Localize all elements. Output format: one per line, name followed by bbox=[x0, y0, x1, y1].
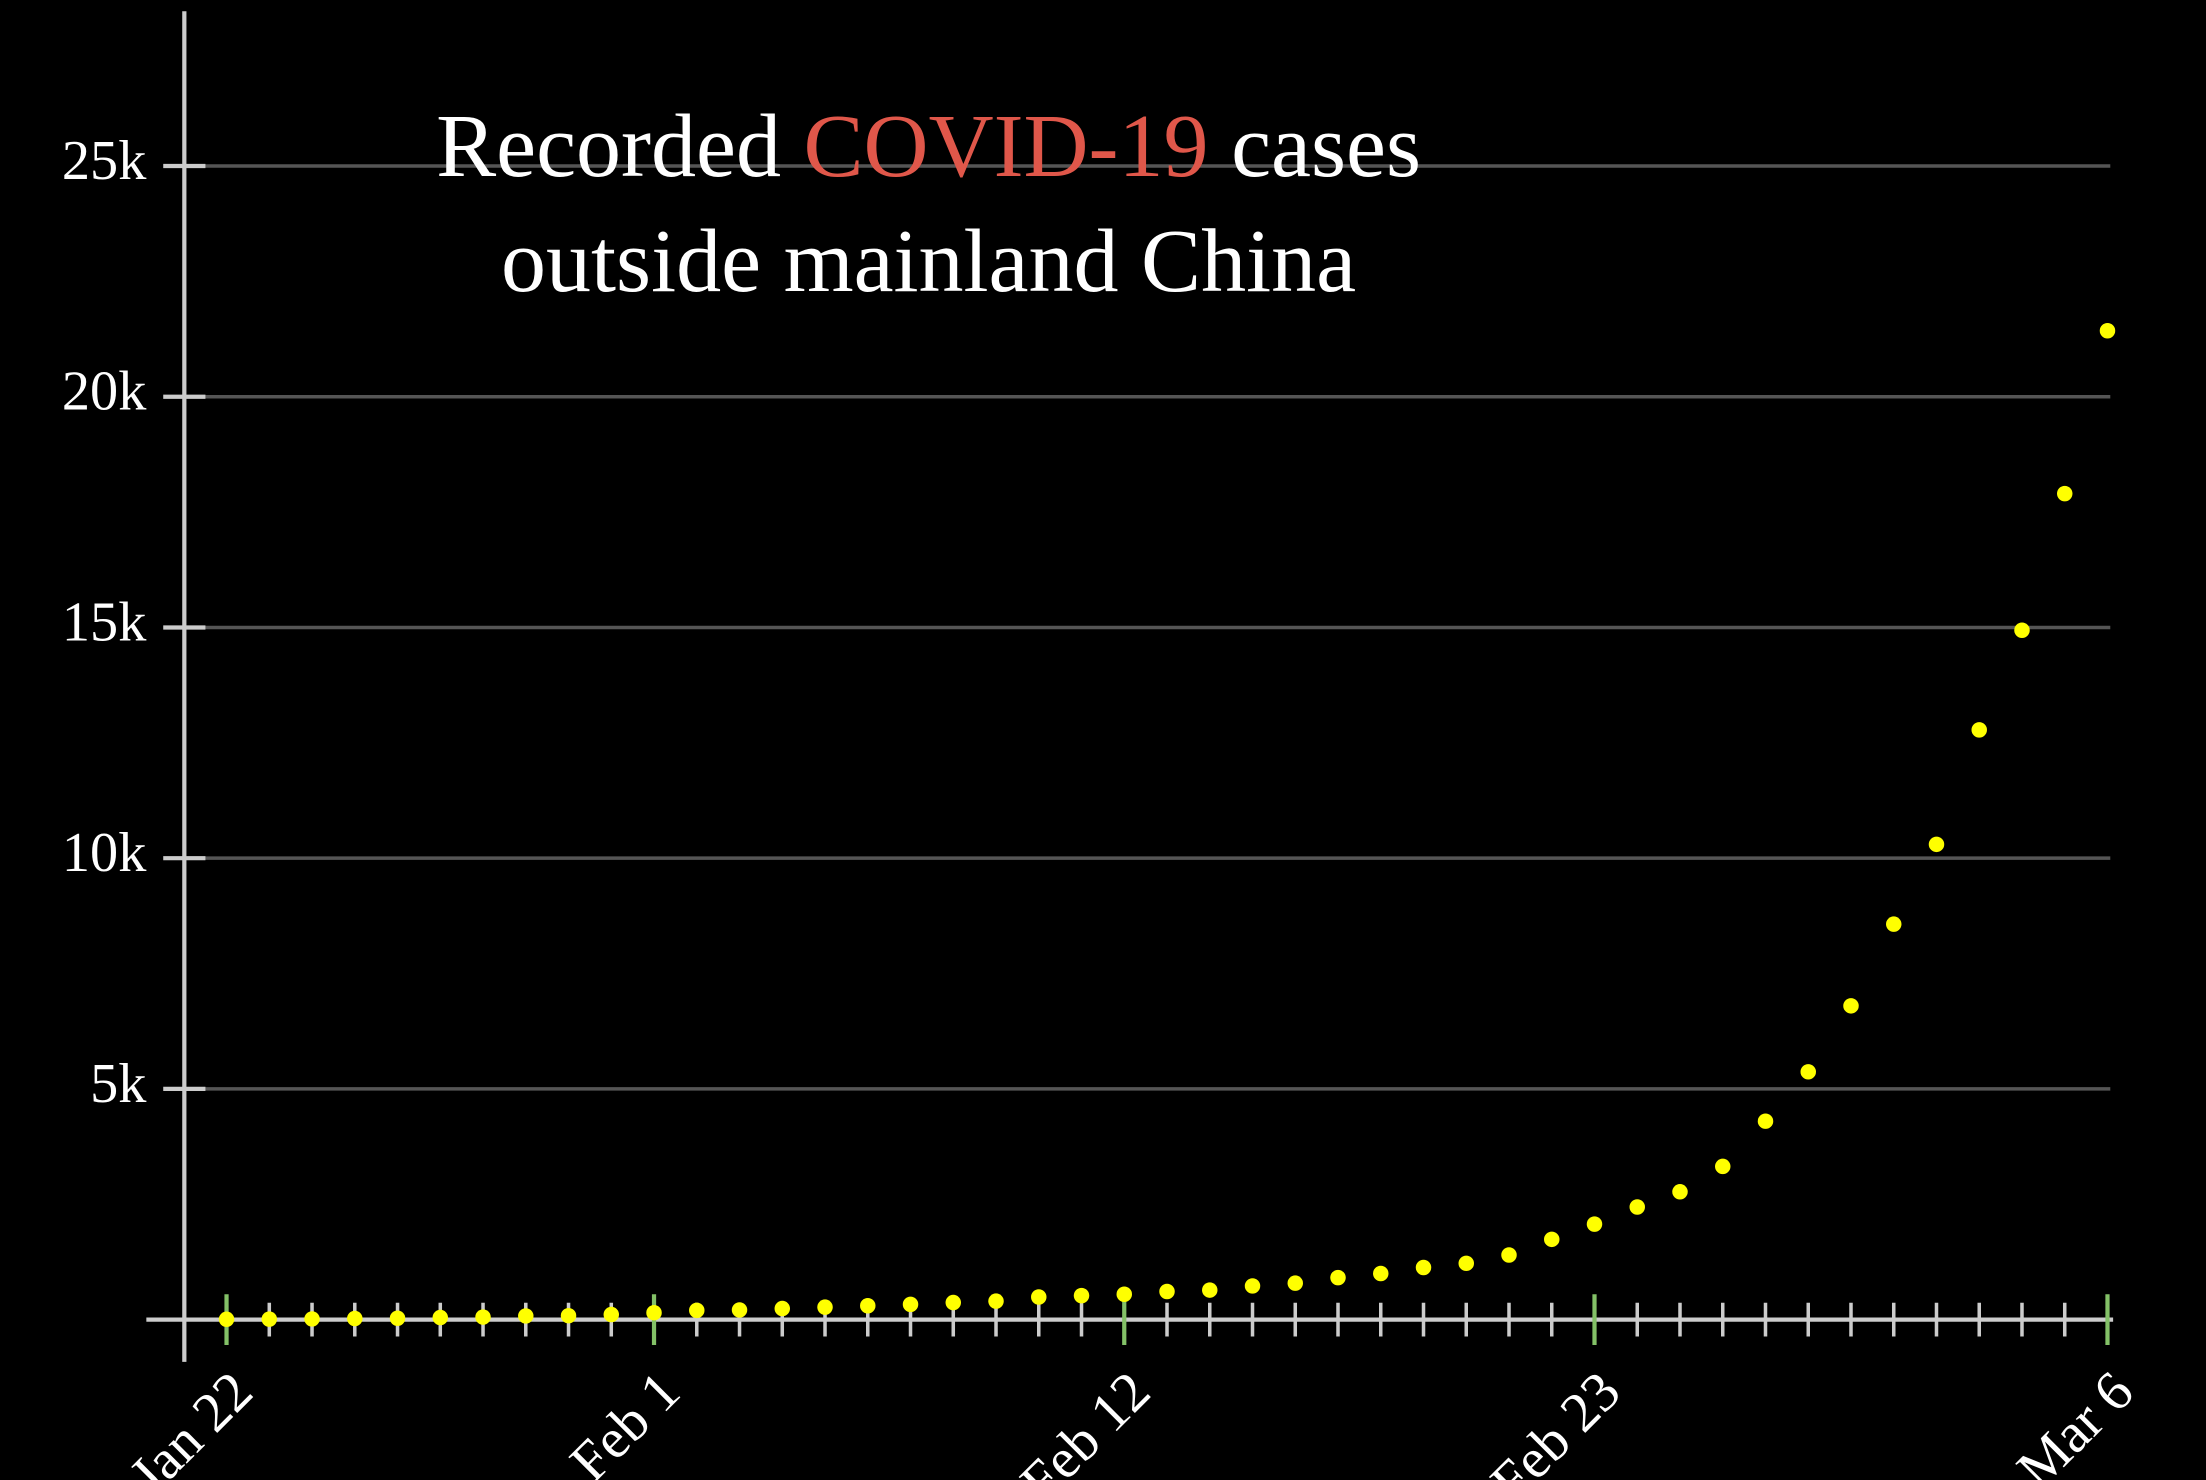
point bbox=[1544, 1231, 1560, 1248]
y-tick-label: 20k bbox=[62, 361, 147, 423]
point bbox=[1800, 1064, 1816, 1080]
point bbox=[1672, 1184, 1688, 1200]
point bbox=[475, 1309, 491, 1325]
point bbox=[389, 1310, 406, 1326]
point bbox=[603, 1306, 620, 1323]
point bbox=[1373, 1265, 1389, 1282]
point bbox=[518, 1308, 534, 1324]
point bbox=[1586, 1216, 1603, 1232]
point bbox=[1159, 1283, 1175, 1300]
title-line-1: Recorded COVID-19 cases bbox=[436, 97, 1421, 196]
point bbox=[1715, 1158, 1731, 1175]
point bbox=[1116, 1286, 1133, 1302]
point bbox=[945, 1294, 962, 1311]
title-word: Recorded bbox=[436, 97, 781, 196]
point bbox=[2014, 622, 2030, 638]
point bbox=[347, 1310, 363, 1327]
point bbox=[1202, 1282, 1218, 1298]
point bbox=[1928, 836, 1945, 853]
point bbox=[689, 1302, 705, 1319]
point bbox=[1073, 1287, 1090, 1304]
point bbox=[988, 1293, 1004, 1309]
title-highlight: COVID-19 bbox=[804, 97, 1209, 196]
point bbox=[817, 1299, 833, 1315]
point bbox=[1629, 1199, 1645, 1215]
point bbox=[1757, 1113, 1774, 1129]
point bbox=[304, 1311, 320, 1327]
point bbox=[1501, 1247, 1517, 1263]
point bbox=[731, 1302, 748, 1318]
point bbox=[218, 1311, 235, 1328]
point bbox=[1843, 998, 1859, 1014]
y-tick-label: 15k bbox=[62, 591, 147, 653]
point bbox=[1330, 1269, 1346, 1286]
title-line-2: outside mainland China bbox=[501, 212, 1356, 311]
point bbox=[560, 1307, 577, 1324]
point bbox=[1244, 1278, 1261, 1294]
point bbox=[1287, 1275, 1303, 1291]
title-word: cases bbox=[1231, 97, 1421, 196]
point bbox=[774, 1300, 791, 1317]
point bbox=[2099, 323, 2116, 339]
point bbox=[2057, 485, 2073, 502]
point bbox=[1031, 1289, 1047, 1305]
point bbox=[1415, 1259, 1432, 1276]
y-tick-label: 5k bbox=[90, 1053, 147, 1115]
point bbox=[1971, 722, 1987, 738]
point bbox=[261, 1311, 278, 1327]
grid bbox=[184, 164, 2111, 1091]
y-tick-label: 10k bbox=[62, 822, 147, 884]
point bbox=[860, 1298, 876, 1314]
point bbox=[1458, 1255, 1474, 1272]
point bbox=[646, 1304, 662, 1321]
point bbox=[432, 1309, 449, 1326]
y-tick-label: 25k bbox=[62, 130, 147, 192]
point bbox=[902, 1296, 919, 1313]
point bbox=[1886, 916, 1902, 932]
